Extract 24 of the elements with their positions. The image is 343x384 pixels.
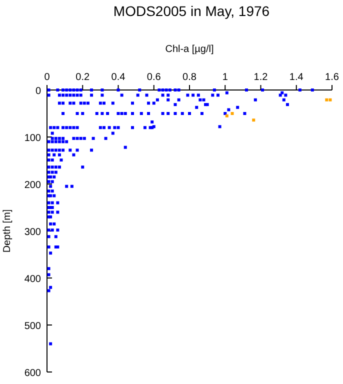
point bbox=[252, 118, 256, 122]
x-tick-label: 0.8 bbox=[182, 72, 197, 83]
x-tick-label: 0.4 bbox=[111, 72, 126, 83]
point bbox=[328, 98, 332, 102]
y-tick-label: 0 bbox=[35, 86, 42, 97]
point bbox=[325, 98, 328, 102]
point bbox=[230, 112, 234, 115]
x-tick-label: 0 bbox=[44, 72, 50, 83]
x-tick-label: 0.2 bbox=[76, 72, 90, 83]
x-tick-label: 0.6 bbox=[146, 72, 162, 83]
y-tick-label: 300 bbox=[24, 227, 42, 238]
x-tick-label: 1.4 bbox=[289, 72, 304, 83]
x-tick-label: 1.6 bbox=[325, 72, 340, 83]
y-tick-label: 400 bbox=[24, 274, 42, 285]
chart-title: MODS2005 in May, 1976 bbox=[113, 3, 270, 19]
y-tick-label: 600 bbox=[24, 368, 42, 379]
x-tick-label: 1.2 bbox=[254, 72, 268, 83]
y-tick-label: 100 bbox=[24, 133, 42, 144]
y-tick-label: 500 bbox=[24, 321, 42, 332]
y-tick-label: 200 bbox=[24, 180, 42, 191]
x-tick-label: 1 bbox=[222, 72, 228, 83]
y-axis-title: Depth [m] bbox=[2, 209, 13, 253]
point bbox=[225, 114, 228, 118]
x-axis-title: Chl-a [µg/l] bbox=[165, 44, 214, 55]
